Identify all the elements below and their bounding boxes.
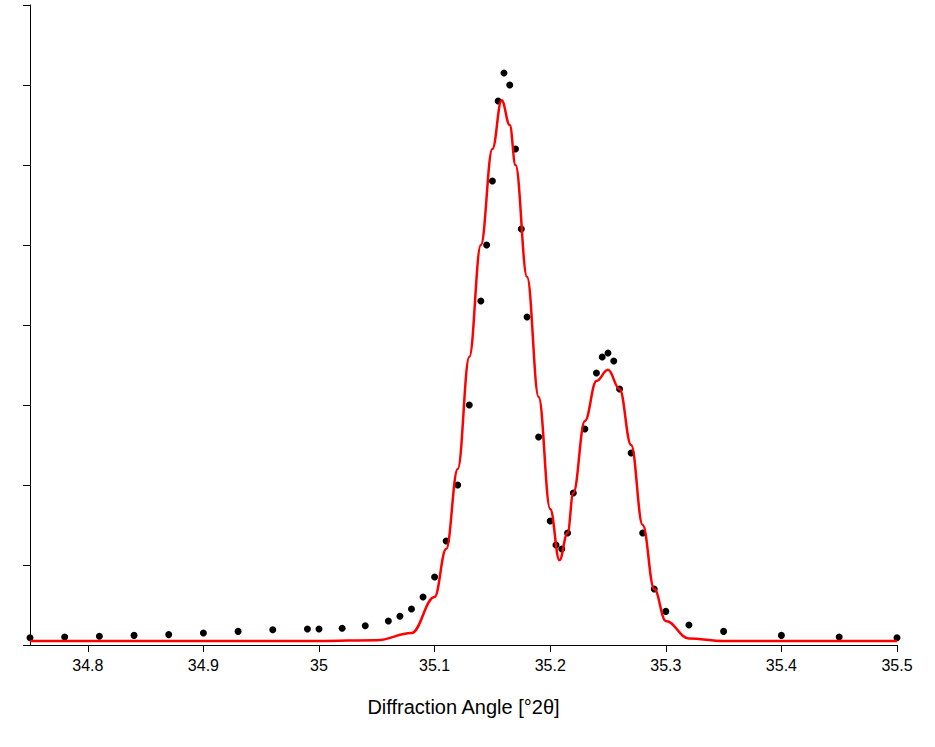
svg-text:35.5: 35.5 — [881, 657, 912, 674]
svg-text:Diffraction Angle [°2θ]: Diffraction Angle [°2θ] — [367, 696, 559, 718]
svg-text:34.8: 34.8 — [72, 657, 103, 674]
svg-text:35.2: 35.2 — [535, 657, 566, 674]
svg-text:35: 35 — [310, 657, 328, 674]
svg-text:34.9: 34.9 — [188, 657, 219, 674]
svg-text:35.1: 35.1 — [419, 657, 450, 674]
svg-text:35.3: 35.3 — [650, 657, 681, 674]
svg-text:35.4: 35.4 — [766, 657, 797, 674]
